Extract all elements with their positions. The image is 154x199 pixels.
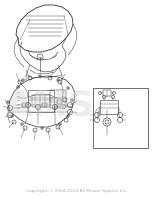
Bar [50, 90, 66, 108]
Bar [93, 88, 148, 148]
Bar [42, 103, 47, 107]
Bar [100, 100, 118, 114]
Text: AMS: AMS [5, 88, 95, 122]
Bar [57, 100, 62, 104]
Bar [22, 103, 27, 107]
Bar [103, 90, 111, 96]
Text: Copyright © 2004-2014 All Mower Spares, Inc.: Copyright © 2004-2014 All Mower Spares, … [26, 189, 128, 193]
Bar [32, 95, 50, 107]
Bar [28, 90, 54, 112]
